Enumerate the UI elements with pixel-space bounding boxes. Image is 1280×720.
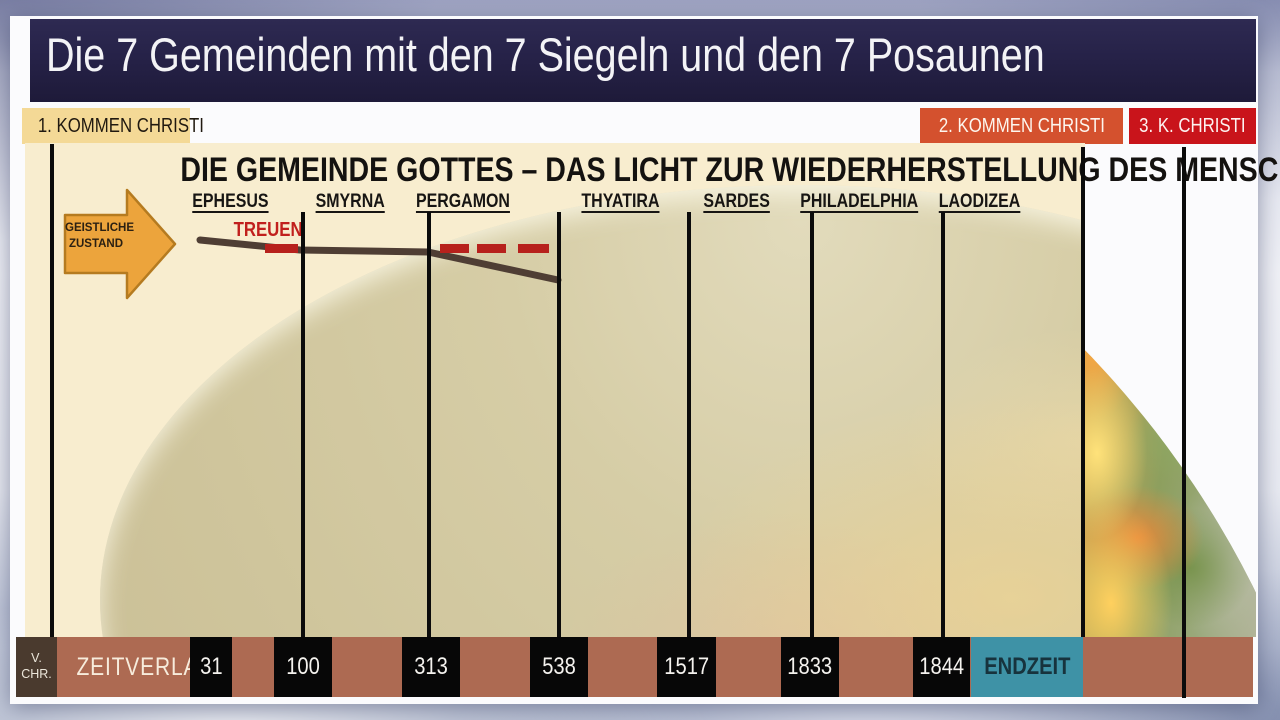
timeline-date-100: 100 — [274, 637, 332, 697]
trend-dash — [518, 244, 549, 253]
label-second-coming: 2. KOMMEN CHRISTI — [920, 108, 1123, 144]
timeline-date-538: 538 — [530, 637, 588, 697]
timeline-date-1517: 1517 — [657, 637, 716, 697]
era-divider — [1081, 147, 1085, 637]
trend-dash — [440, 244, 469, 253]
globe-glow — [25, 143, 1085, 637]
era-divider — [50, 144, 54, 637]
church-label-sardes: SARDES — [703, 191, 771, 212]
trend-dash — [477, 244, 506, 253]
era-divider — [941, 212, 945, 637]
church-label-philadelphia: PHILADELPHIA — [800, 191, 919, 212]
era-divider — [557, 212, 561, 637]
spiritual-state-label: GEISTLICHE ZUSTAND — [65, 222, 135, 250]
chart-panel — [25, 143, 1085, 637]
spiritual-state-arrow-icon — [63, 188, 177, 300]
timeline-date-1833: 1833 — [781, 637, 839, 697]
endtime-box: ENDZEIT — [971, 637, 1083, 697]
church-label-thyatira: THYATIRA — [580, 191, 660, 212]
label-third-coming: 3. K. CHRISTI — [1129, 108, 1256, 144]
timeline-date-31: 31 — [190, 637, 232, 697]
church-label-laodizea: LAODIZEA — [939, 191, 1021, 212]
church-label-pergamon: PERGAMON — [415, 191, 511, 212]
trend-dash — [265, 244, 298, 253]
chart-heading: DIE GEMEINDE GOTTES – DAS LICHT ZUR WIED… — [180, 151, 1280, 189]
title-banner — [30, 19, 1256, 102]
era-divider — [301, 212, 305, 637]
church-label-smyrna: SMYRNA — [315, 191, 385, 212]
slide-title: Die 7 Gemeinden mit den 7 Siegeln und de… — [46, 27, 1235, 83]
slide-title-text: Die 7 Gemeinden mit den 7 Siegeln und de… — [46, 28, 1045, 81]
timeline-date-1844: 1844 — [913, 637, 970, 697]
era-divider-endtime — [1182, 147, 1186, 698]
era-divider — [687, 212, 691, 637]
timeline-label: ZEITVERLAUF — [76, 653, 229, 681]
timeline-date-313: 313 — [402, 637, 460, 697]
church-label-ephesus: EPHESUS — [191, 191, 269, 212]
spiritual-state-trend-line — [196, 236, 562, 284]
era-divider — [810, 212, 814, 637]
label-first-coming: 1. KOMMEN CHRISTI — [22, 108, 204, 144]
before-christ-box: V. CHR. — [16, 637, 57, 697]
faithful-label: TREUEN — [233, 219, 303, 241]
era-divider — [427, 212, 431, 637]
